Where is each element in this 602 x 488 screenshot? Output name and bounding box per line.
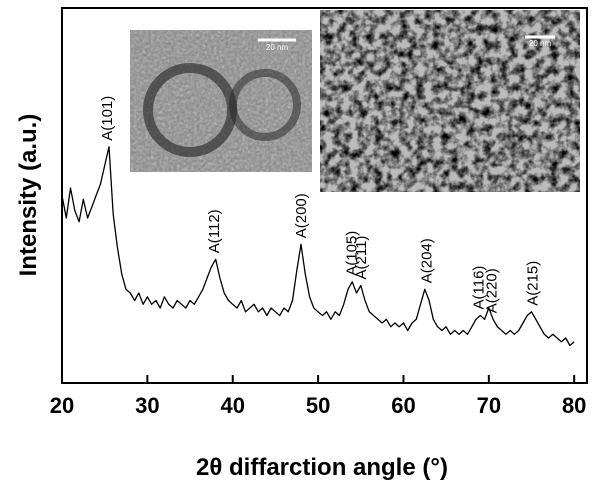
peak-label: A(101) <box>99 96 116 141</box>
data-line <box>61 146 575 347</box>
x-tick-label: 40 <box>220 393 244 418</box>
peak-label: A(112) <box>206 209 223 253</box>
scale-label: 20 nm <box>529 39 552 48</box>
y-axis-title: Intensity (a.u.) <box>15 114 42 277</box>
x-tick-label: 60 <box>391 393 415 418</box>
x-tick-label: 20 <box>50 393 74 418</box>
peak-label: A(200) <box>293 193 310 238</box>
peak-label: A(211) <box>353 236 370 280</box>
inset-image: 20 nm <box>320 10 580 192</box>
peak-label: A(215) <box>524 261 541 306</box>
peak-label: A(204) <box>419 238 436 283</box>
x-tick-label: 30 <box>135 393 159 418</box>
peak-label: A(220) <box>483 268 500 313</box>
inset-image: 20 nm <box>130 30 312 172</box>
x-axis-title: 2θ diffarction angle (°) <box>196 454 448 481</box>
x-tick-label: 70 <box>477 393 501 418</box>
peak-label: A(105) <box>343 231 360 276</box>
x-tick-label: 80 <box>562 393 586 418</box>
x-tick-label: 50 <box>306 393 330 418</box>
peak-label: A(116) <box>471 266 488 310</box>
scale-label: 20 nm <box>266 43 289 52</box>
